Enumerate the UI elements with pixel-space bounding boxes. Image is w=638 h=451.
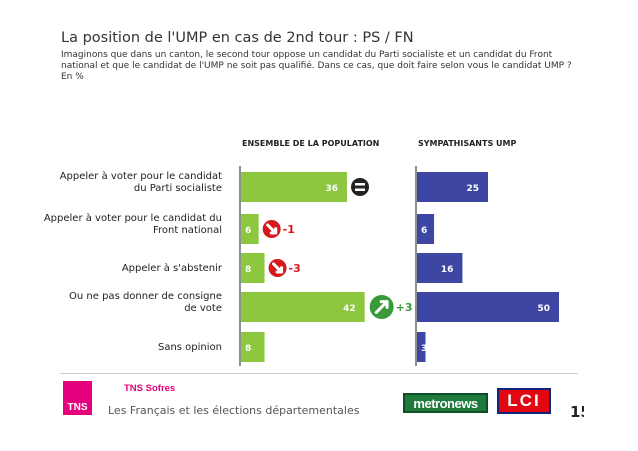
category-label-line: du Parti socialiste [134, 183, 222, 194]
series-header-ump: SYMPATHISANTS UMP [418, 139, 517, 148]
value-label: 42 [343, 304, 356, 314]
unit-label: En % [61, 72, 84, 82]
bar [417, 172, 488, 202]
value-label: 8 [245, 265, 251, 275]
category-label: Appeler à s'abstenir [122, 262, 223, 274]
bar [241, 292, 365, 322]
arrow-glyph [374, 300, 389, 314]
evolution-label: -3 [289, 262, 301, 275]
footer-divider [60, 373, 578, 374]
category-label: Sans opinion [158, 342, 222, 353]
bar [241, 172, 347, 202]
category-label: Appeler à voter pour le candidat du Front… [44, 212, 222, 236]
series-header-population: ENSEMBLE DE LA POPULATION [242, 139, 380, 148]
bar [417, 332, 426, 362]
tns-logo: TNS [63, 381, 92, 415]
metronews-logo: metronews [403, 393, 488, 413]
category-label-line: de vote [184, 303, 222, 314]
category-label: Appeler à voter pour le candidat du Parti… [60, 170, 222, 194]
value-label: 50 [537, 304, 550, 314]
bar [241, 253, 265, 283]
value-label: 3 [421, 344, 427, 354]
bar [241, 214, 259, 244]
value-label: 8 [245, 344, 251, 354]
value-label: 25 [466, 184, 479, 194]
value-label: 6 [421, 226, 427, 236]
category-label: Ou ne pas donner de consigne de vote [69, 291, 222, 314]
bar [241, 332, 265, 362]
bar [417, 292, 559, 322]
evolution-label: -1 [283, 223, 295, 236]
equal-icon-bar [355, 183, 365, 186]
question-text: Imaginons que dans un canton, le second … [61, 50, 581, 83]
page-number: 15 [570, 405, 584, 421]
arrow-glyph [272, 262, 284, 274]
lci-logo: LCI [497, 388, 551, 414]
category-label-line: Appeler à s'abstenir [122, 262, 223, 274]
arrow-glyph [266, 223, 278, 235]
category-label-line: Ou ne pas donner de consigne [69, 291, 222, 302]
brand-name: TNS Sofres [124, 383, 176, 394]
category-label-line: Appeler à voter pour le candidat [60, 170, 222, 182]
bar [417, 214, 435, 244]
category-label-line: Sans opinion [158, 342, 222, 353]
equal-icon-bar [355, 188, 365, 191]
study-title: Les Français et les élections départemen… [108, 404, 360, 417]
question-body: Imaginons que dans un canton, le second … [61, 50, 572, 71]
page-title: La position de l'UMP en cas de 2nd tour … [61, 30, 414, 46]
value-label: 36 [325, 184, 338, 194]
equal-icon [351, 178, 369, 196]
evolution-label: +3 [396, 301, 413, 314]
category-label-line: Appeler à voter pour le candidat du [44, 212, 222, 224]
value-label: 16 [441, 265, 454, 275]
category-label-line: Front national [153, 225, 222, 236]
bar [417, 253, 463, 283]
value-label: 6 [245, 226, 251, 236]
